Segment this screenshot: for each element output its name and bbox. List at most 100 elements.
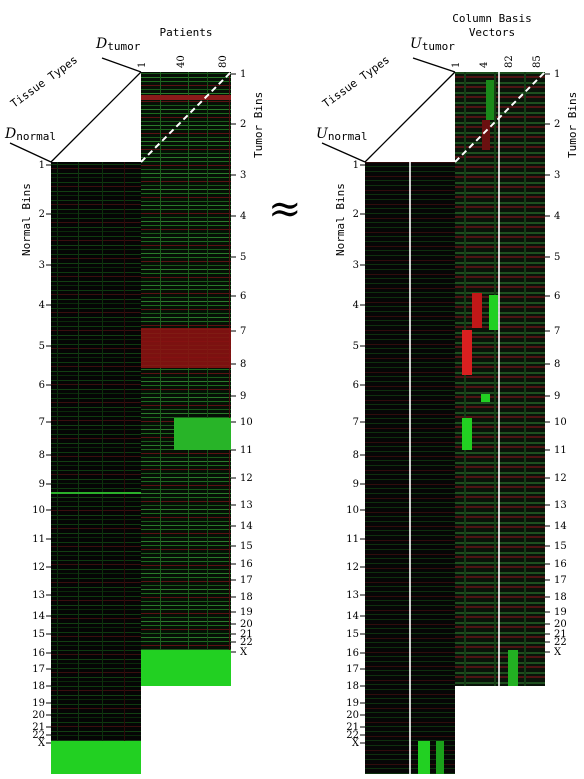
bin-label: 18 (554, 592, 567, 603)
bin-label: 20 (554, 619, 567, 630)
bin-label: 7 (353, 417, 359, 428)
bin-label: 19 (240, 607, 253, 618)
column-basis-label-line2: Vectors (469, 26, 515, 39)
tumor-bins-right-label: Tumor Bins (566, 92, 579, 158)
bin-label: 3 (39, 260, 45, 271)
d-tumor-red-block (141, 328, 231, 368)
u-tumor-green-x (508, 650, 518, 686)
bin-label: 13 (32, 590, 45, 601)
u-tumor-label: Utumor (410, 36, 455, 53)
d-normal-x-block (51, 741, 141, 774)
d-normal-heatmap (51, 162, 141, 774)
bin-label: 21 (554, 629, 567, 640)
bin-label: 4 (39, 300, 45, 311)
bin-label: 8 (353, 450, 359, 461)
bin-label: 19 (554, 607, 567, 618)
u-tumor-upper-diagonal (412, 57, 456, 73)
bin-label: 2 (554, 119, 560, 130)
bin-label: 14 (32, 611, 45, 622)
bin-label: 1 (240, 69, 246, 80)
bin-label: 22 (346, 730, 359, 741)
bin-label: 4 (240, 211, 246, 222)
vector-tick-label: 82 (504, 55, 515, 68)
u-normal-x-green (418, 741, 430, 774)
bin-label: 12 (240, 473, 253, 484)
bin-label: 22 (240, 637, 253, 648)
tissue-types-left-label: Tissue Types (8, 53, 80, 110)
bin-label: 20 (240, 619, 253, 630)
bin-label: 21 (32, 722, 45, 733)
bin-label: 17 (32, 664, 45, 675)
bin-label: 14 (346, 611, 359, 622)
d-normal-label: Dnormal (4, 126, 56, 143)
bin-label: 1 (554, 69, 560, 80)
bin-label: 8 (240, 359, 246, 370)
bin-label: 20 (346, 710, 359, 721)
bin-label: 13 (346, 590, 359, 601)
d-tumor-label: Dtumor (95, 36, 141, 53)
u-tumor-red-patch-2 (472, 293, 482, 328)
bin-label: 8 (39, 450, 45, 461)
bin-label: 11 (346, 534, 359, 545)
bin-label: 6 (554, 291, 560, 302)
bin-label: 5 (353, 341, 359, 352)
bin-label: 20 (32, 710, 45, 721)
bin-label: 11 (32, 534, 45, 545)
bin-label: 17 (240, 575, 253, 586)
bin-label: 17 (346, 664, 359, 675)
bin-label: 22 (32, 730, 45, 741)
bin-label: 2 (353, 209, 359, 220)
bin-label: 3 (353, 260, 359, 271)
bin-label: 5 (554, 252, 560, 263)
bin-label: 10 (32, 505, 45, 516)
bin-label: 13 (240, 500, 253, 511)
bin-label: 7 (240, 326, 246, 337)
bin-label: X (38, 738, 46, 749)
bin-label: 14 (240, 521, 253, 532)
bin-label: 14 (554, 521, 567, 532)
bin-label: 7 (554, 326, 560, 337)
normal-bins-right-label: Normal Bins (334, 183, 347, 256)
bin-label: 10 (554, 417, 567, 428)
bin-label: 16 (240, 559, 253, 570)
u-tumor-green-col-1 (486, 80, 494, 120)
u-tumor-red-col-1 (482, 120, 490, 150)
bin-label: 13 (554, 500, 567, 511)
tissue-types-right-label: Tissue Types (320, 53, 392, 110)
approx-sign: ≈ (268, 186, 302, 232)
bin-label: 17 (554, 575, 567, 586)
bin-label: 12 (346, 562, 359, 573)
bin-label: 15 (346, 629, 359, 640)
bin-label: 5 (240, 252, 246, 263)
d-tumor-green-block (174, 418, 231, 450)
bin-label: 9 (554, 391, 560, 402)
bin-label: 19 (32, 698, 45, 709)
bin-label: 2 (39, 209, 45, 220)
u-tumor-green-patch-3 (481, 394, 490, 402)
bin-label: 6 (353, 380, 359, 391)
bin-label: X (240, 647, 248, 658)
u-tumor-heatmap (455, 72, 545, 686)
bin-label: 1 (39, 160, 45, 171)
vector-ticks: 1 4 82 85 (451, 55, 543, 68)
bin-label: 18 (346, 681, 359, 692)
bin-label: 21 (240, 629, 253, 640)
bin-label: 11 (240, 445, 253, 456)
u-dashed-diagonal (454, 71, 546, 163)
bin-label: 10 (346, 505, 359, 516)
bin-label: 16 (32, 648, 45, 659)
bin-label: 2 (240, 119, 246, 130)
d-tumor-red-rows (141, 95, 231, 100)
bin-label: 21 (346, 722, 359, 733)
vector-tick-label: 1 (451, 62, 462, 68)
bin-label: 10 (240, 417, 253, 428)
bin-label: 4 (554, 211, 560, 222)
bin-label: X (554, 647, 562, 658)
bin-label: 3 (240, 170, 246, 181)
u-tumor-red-patch-1 (462, 330, 472, 375)
bin-label: 15 (554, 541, 567, 552)
normal-bins-left-label: Normal Bins (20, 183, 33, 256)
